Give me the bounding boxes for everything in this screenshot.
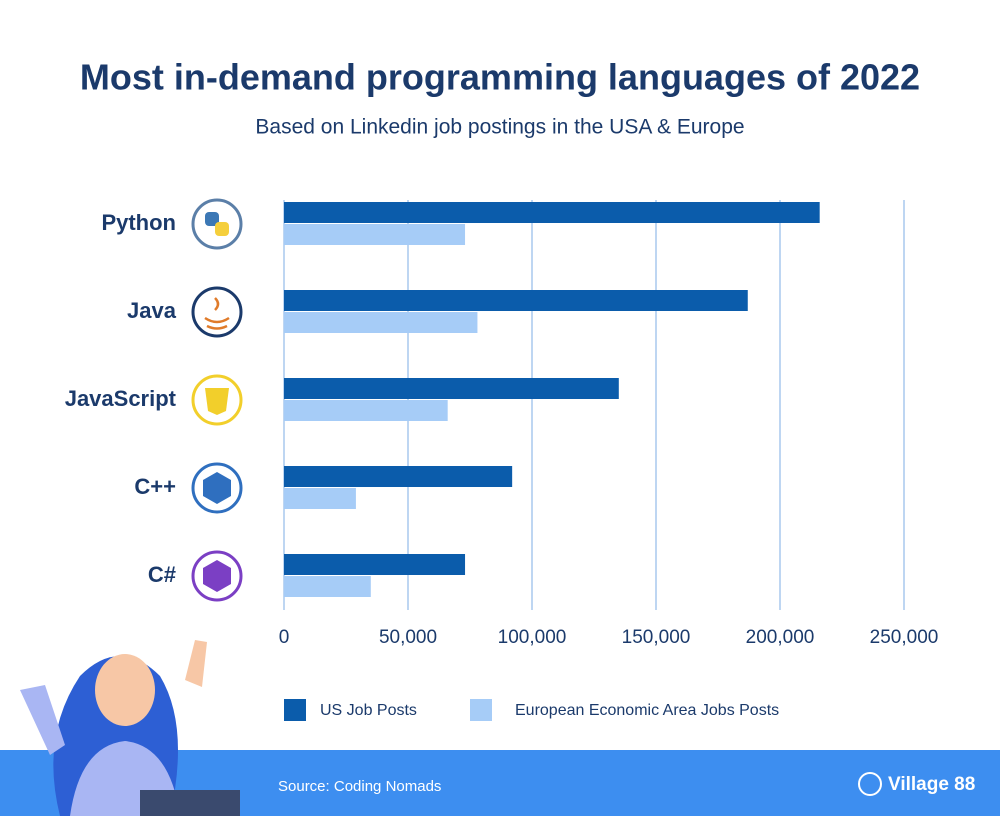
cpp-icon-part (203, 472, 231, 504)
javascript-icon-part (205, 388, 229, 415)
bar (284, 224, 466, 245)
legend-swatch (284, 699, 306, 721)
bar (284, 312, 478, 333)
x-tick-label: 0 (279, 627, 290, 648)
bar (284, 554, 466, 575)
x-tick-label: 150,000 (622, 627, 691, 648)
python-icon-part (215, 222, 229, 236)
csharp-icon-part (203, 560, 231, 592)
brand-name: Village 88 (888, 774, 975, 795)
bar (284, 202, 820, 223)
brand-logo (858, 772, 882, 796)
y-tick-label: Java (127, 298, 177, 323)
legend-label: European Economic Area Jobs Posts (515, 702, 779, 719)
x-tick-label: 50,000 (379, 627, 437, 648)
hand (185, 640, 207, 687)
y-tick-label: C++ (134, 474, 176, 499)
source-note: Source: Coding Nomads (278, 778, 441, 795)
python-icon-part (205, 212, 219, 226)
y-tick-label: Python (101, 210, 176, 235)
x-tick-label: 250,000 (870, 627, 939, 648)
legend-swatch (470, 699, 492, 721)
bar (284, 378, 619, 399)
language-icons (191, 198, 243, 602)
bar (284, 400, 448, 421)
y-tick-label: C# (148, 562, 176, 587)
x-tick-label: 100,000 (498, 627, 567, 648)
bar (284, 488, 356, 509)
java-icon-part (204, 297, 230, 330)
chart-title: Most in-demand programming languages of … (80, 57, 920, 98)
chart-subtitle: Based on Linkedin job postings in the US… (255, 116, 744, 139)
bar (284, 576, 371, 597)
x-tick-label: 200,000 (746, 627, 815, 648)
bar (284, 466, 513, 487)
java-icon (191, 286, 243, 338)
laptop (140, 790, 240, 816)
y-tick-label: JavaScript (65, 386, 177, 411)
illustration (20, 640, 240, 816)
arm (20, 685, 65, 755)
legend-label: US Job Posts (320, 702, 417, 719)
bar (284, 290, 748, 311)
face (95, 654, 155, 726)
